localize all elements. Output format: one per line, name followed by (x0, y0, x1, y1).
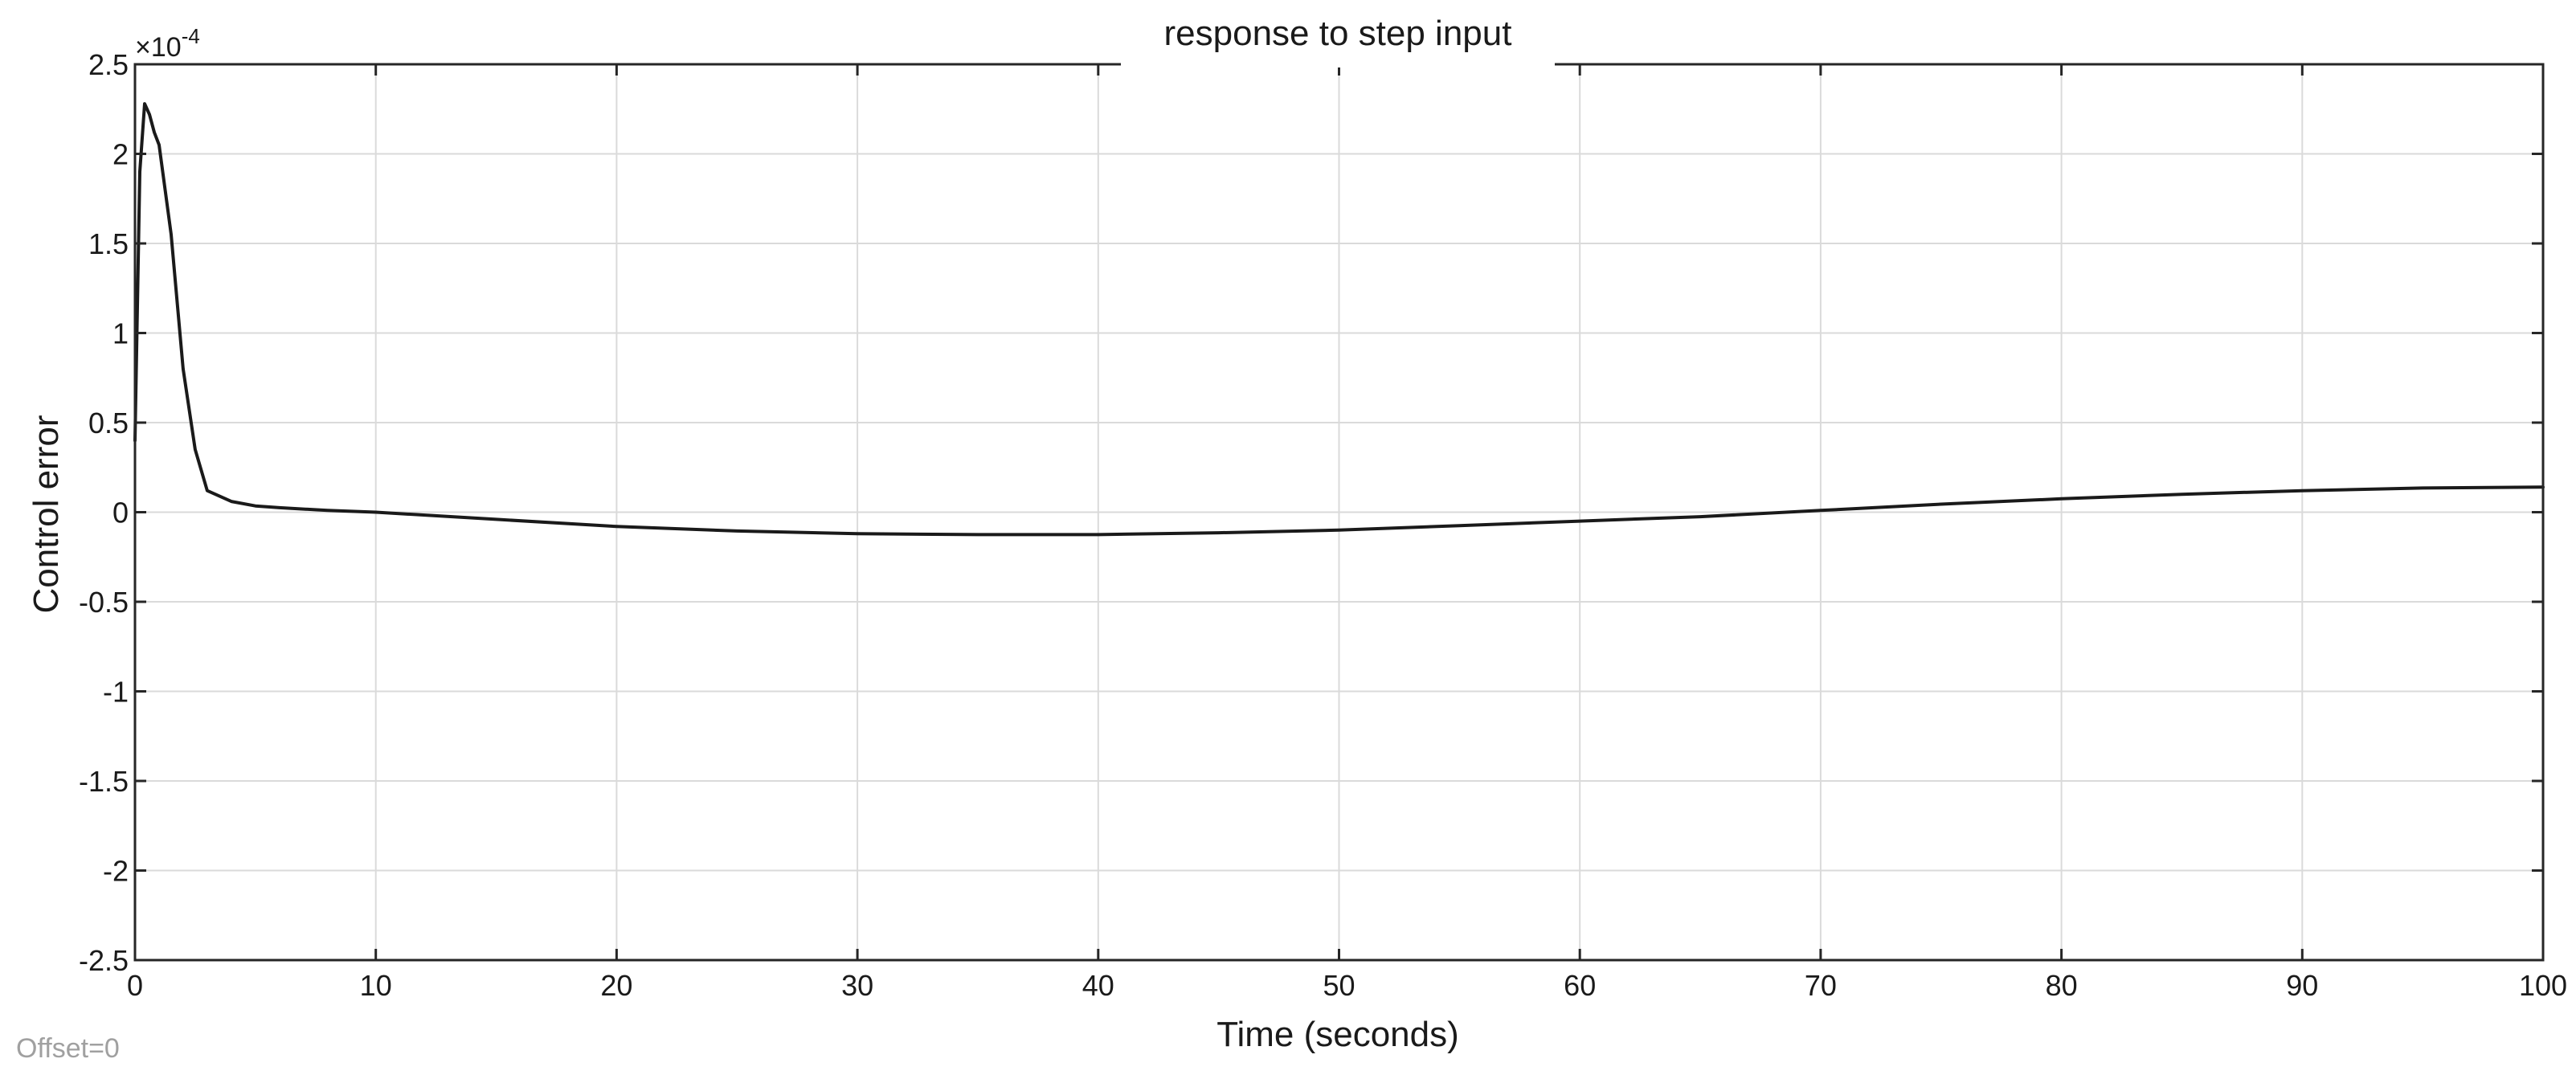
y-axis-multiplier: ×10 (135, 32, 182, 63)
series-layer (133, 102, 2545, 537)
y-tick-label: 1 (112, 317, 129, 350)
x-tick-label: 100 (2519, 969, 2567, 1002)
offset-note: Offset=0 (16, 1033, 120, 1064)
title-background (1121, 0, 1555, 67)
y-tick-label: 1.5 (88, 227, 129, 260)
y-tick-label: -2.5 (79, 944, 129, 977)
x-tick-label: 30 (841, 969, 873, 1002)
text-layer: response to step input ×10-4 Control err… (16, 0, 1555, 1064)
x-axis-label: Time (seconds) (1216, 1015, 1459, 1054)
y-tick-label: 0.5 (88, 407, 129, 439)
y-axis-label: Control error (27, 415, 66, 614)
chart-title: response to step input (1164, 14, 1512, 53)
y-tick-label: -2 (103, 855, 129, 888)
y-tick-label: 2 (112, 138, 129, 171)
x-tick-label: 60 (1564, 969, 1596, 1002)
x-tick-label: 20 (600, 969, 632, 1002)
x-tick-label: 0 (127, 969, 143, 1002)
y-tick-label: -1.5 (79, 765, 129, 798)
y-tick-label: -0.5 (79, 586, 129, 619)
axes-layer: 0 10 20 30 40 50 60 70 80 90 100 2.5 2 1.5 1 0.5 0 -0.5 -1… (79, 48, 2567, 1002)
grid-layer (135, 64, 2543, 960)
x-tick-label: 10 (360, 969, 392, 1002)
series-line-control-error (133, 102, 2545, 537)
y-tick-label: 0 (112, 497, 129, 529)
x-tick-label: 80 (2046, 969, 2078, 1002)
x-tick-label: 40 (1082, 969, 1114, 1002)
x-tick-label: 70 (1805, 969, 1837, 1002)
x-tick-label: 90 (2286, 969, 2318, 1002)
y-axis-exponent-power: -4 (182, 24, 200, 48)
y-tick-label: -1 (103, 676, 129, 709)
y-axis-exponent: ×10-4 (135, 24, 200, 63)
x-tick-label: 50 (1323, 969, 1355, 1002)
y-tick-label: 2.5 (88, 48, 129, 81)
